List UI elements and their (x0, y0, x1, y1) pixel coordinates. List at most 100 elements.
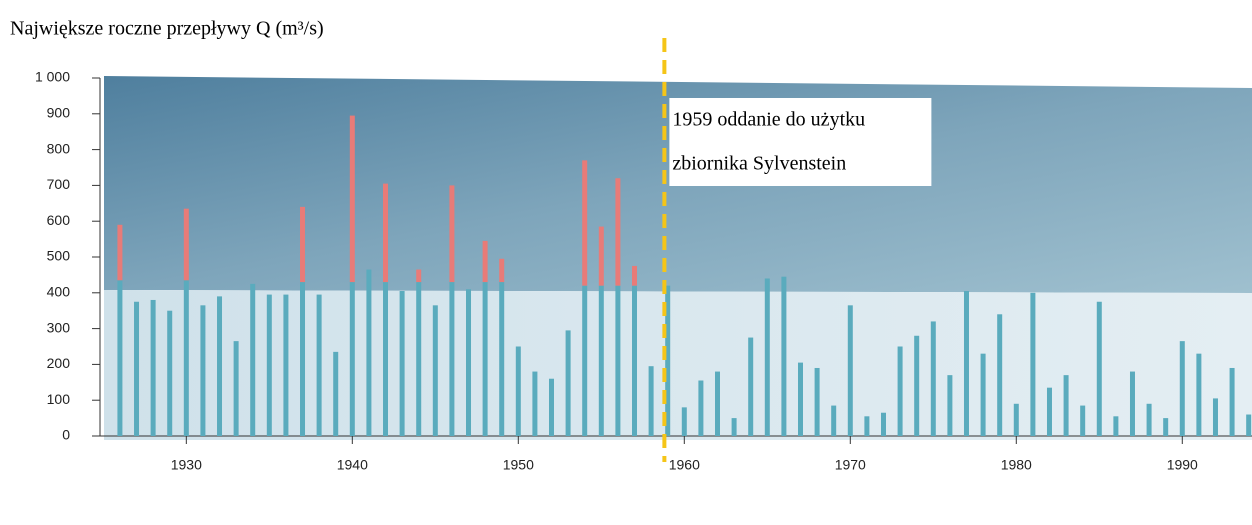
bar (383, 184, 388, 282)
y-tick-label: 0 (62, 427, 70, 443)
bar (632, 286, 637, 436)
bar (234, 341, 239, 436)
bar (599, 286, 604, 436)
bar (250, 284, 255, 436)
bar (167, 311, 172, 436)
bar (765, 278, 770, 436)
bar (649, 366, 654, 436)
bar (499, 282, 504, 436)
bar (748, 338, 753, 436)
x-tick-label: 1980 (1001, 457, 1032, 473)
bar (516, 347, 521, 437)
y-tick-label: 200 (47, 355, 71, 371)
chart-title: Największe roczne przepływy Q (m³/s) (10, 18, 324, 40)
bar (682, 407, 687, 436)
chart: Największe roczne przepływy Q (m³/s) 0 10… (0, 0, 1252, 520)
bar (1113, 416, 1118, 436)
y-tick-label: 400 (47, 284, 71, 300)
bar (1064, 375, 1069, 436)
bar (848, 305, 853, 436)
bar (997, 314, 1002, 436)
bar (151, 300, 156, 436)
bar (549, 379, 554, 436)
annotation-text: zbiornika Sylvenstein (672, 153, 846, 175)
bar (350, 282, 355, 436)
bar (1196, 354, 1201, 436)
bar (798, 363, 803, 436)
bar (483, 282, 488, 436)
bar (898, 347, 903, 437)
bar (881, 413, 886, 436)
bar (1147, 404, 1152, 436)
annotation-text: 1959 oddanie do użytku (672, 109, 865, 131)
y-tick-label: 300 (47, 319, 71, 335)
bar (416, 282, 421, 436)
bar (599, 227, 604, 286)
bar (582, 286, 587, 436)
bar (1163, 418, 1168, 436)
bar (267, 295, 272, 436)
background-bottom (104, 290, 1252, 440)
bar (333, 352, 338, 436)
bar (1014, 404, 1019, 436)
y-tick-label: 1 000 (35, 69, 70, 85)
bar (1047, 388, 1052, 436)
bar (184, 209, 189, 281)
bar (914, 336, 919, 436)
bar (931, 321, 936, 436)
bar (1246, 415, 1251, 436)
bar (416, 270, 421, 283)
bar (184, 280, 189, 436)
bar (981, 354, 986, 436)
bar (300, 207, 305, 282)
bar (632, 266, 637, 286)
bar (947, 375, 952, 436)
bar (964, 291, 969, 436)
bar (615, 286, 620, 436)
bar (300, 282, 305, 436)
bar (831, 406, 836, 436)
bar (715, 372, 720, 436)
bar (1030, 293, 1035, 436)
y-tick-label: 800 (47, 140, 71, 156)
y-tick-label: 500 (47, 248, 71, 264)
bar (1080, 406, 1085, 436)
bar (449, 282, 454, 436)
y-tick-label: 100 (47, 391, 71, 407)
bar (532, 372, 537, 436)
bar (815, 368, 820, 436)
bar (1180, 341, 1185, 436)
x-tick-label: 1950 (503, 457, 534, 473)
bar (134, 302, 139, 436)
bar (283, 295, 288, 436)
bar (449, 185, 454, 282)
y-tick-label: 900 (47, 105, 71, 121)
x-tick-label: 1930 (171, 457, 202, 473)
bar (566, 330, 571, 436)
x-tick-label: 1960 (669, 457, 700, 473)
y-tick-label: 600 (47, 212, 71, 228)
bar (732, 418, 737, 436)
bar (400, 291, 405, 436)
bar (1230, 368, 1235, 436)
bar (433, 305, 438, 436)
bar (1097, 302, 1102, 436)
bar (864, 416, 869, 436)
x-tick-label: 1990 (1167, 457, 1198, 473)
bar (615, 178, 620, 285)
bar (499, 259, 504, 282)
bar (317, 295, 322, 436)
bar (1213, 398, 1218, 436)
bar (1130, 372, 1135, 436)
bar (117, 225, 122, 280)
bar (366, 270, 371, 436)
bar (383, 282, 388, 436)
bar (350, 116, 355, 282)
bar (217, 296, 222, 436)
bar (582, 160, 587, 285)
x-tick-label: 1970 (835, 457, 866, 473)
x-tick-label: 1940 (337, 457, 368, 473)
bar (781, 277, 786, 436)
y-tick-label: 700 (47, 176, 71, 192)
bar (117, 280, 122, 436)
